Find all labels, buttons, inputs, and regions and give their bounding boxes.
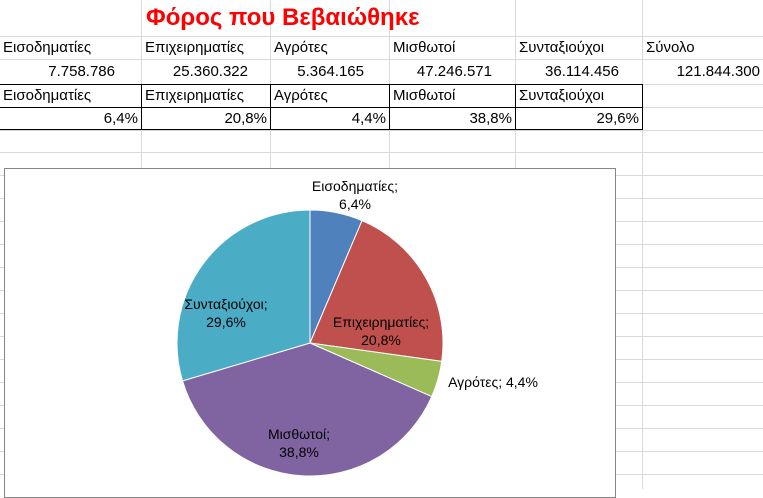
data-label-syntaxiouxoi[interactable]: Συνταξιούχοι; 29,6% — [184, 296, 267, 330]
value-cell-syntaxiouxoi[interactable]: 36.114.456 — [545, 63, 619, 80]
cell-border — [389, 84, 390, 130]
data-label-misthotoi[interactable]: Μισθωτοί; 38,8% — [268, 426, 330, 460]
pie-slice-epixeirimaties[interactable] — [309, 219, 444, 362]
value-cell-eisodimaties[interactable]: 7.758.786 — [48, 63, 115, 80]
header-cell-synolo[interactable]: Σύνολο — [646, 39, 695, 56]
header-cell-misthotoi-pct[interactable]: Μισθωτοί — [393, 87, 456, 104]
data-label-epixeirimaties[interactable]: Επιχειρηματίες; 20,8% — [333, 314, 429, 348]
pie-slice-misthotoi[interactable] — [181, 342, 433, 477]
header-cell-agrotes-pct[interactable]: Αγρότες — [274, 87, 328, 104]
header-cell-epixeirimaties-pct[interactable]: Επιχειρηματίες — [145, 87, 244, 104]
cell-border — [0, 107, 642, 108]
value-cell-agrotes[interactable]: 5.364.165 — [297, 63, 364, 80]
row-divider — [0, 59, 763, 60]
data-label-eisodimaties[interactable]: Εισοδηματίες; 6,4% — [312, 178, 398, 212]
value-cell-epixeirimaties[interactable]: 25.360.322 — [172, 63, 248, 80]
header-cell-eisodimaties[interactable]: Εισοδηματίες — [3, 39, 92, 56]
pct-cell-misthotoi[interactable]: 38,8% — [469, 110, 512, 127]
header-cell-agrotes[interactable]: Αγρότες — [274, 39, 328, 56]
row-divider — [0, 36, 763, 37]
value-cell-misthotoi[interactable]: 47.246.571 — [416, 63, 492, 80]
cell-border — [0, 84, 642, 85]
header-cell-eisodimaties-pct[interactable]: Εισοδηματίες — [3, 87, 92, 104]
sheet-title[interactable]: Φόρος που Βεβαιώθηκε — [146, 4, 420, 31]
header-cell-epixeirimaties[interactable]: Επιχειρηματίες — [145, 39, 244, 56]
cell-border — [642, 84, 643, 130]
pie-chart-object[interactable]: Εισοδηματίες; 6,4% Επιχειρηματίες; 20,8% Αγρ… — [4, 168, 616, 498]
row-divider — [0, 152, 763, 153]
pct-cell-epixeirimaties[interactable]: 20,8% — [224, 110, 267, 127]
cell-border — [141, 84, 142, 130]
cell-border — [515, 84, 516, 130]
row-divider — [0, 130, 763, 131]
header-cell-syntaxiouxoi-pct[interactable]: Συνταξιούχοι — [519, 87, 605, 104]
pie-slice-syntaxiouxoi[interactable] — [176, 209, 311, 382]
cell-border — [0, 129, 642, 130]
pie-chart: Εισοδηματίες; 6,4% Επιχειρηματίες; 20,8% Αγρ… — [176, 178, 538, 477]
cell-border — [270, 84, 271, 130]
header-cell-syntaxiouxoi[interactable]: Συνταξιούχοι — [519, 39, 605, 56]
pct-cell-syntaxiouxoi[interactable]: 29,6% — [596, 110, 639, 127]
data-label-agrotes[interactable]: Αγρότες; 4,4% — [448, 374, 538, 390]
value-cell-synolo[interactable]: 121.844.300 — [676, 63, 760, 80]
pct-cell-agrotes[interactable]: 4,4% — [351, 110, 386, 127]
pct-cell-eisodimaties[interactable]: 6,4% — [103, 110, 138, 127]
header-cell-misthotoi[interactable]: Μισθωτοί — [393, 39, 456, 56]
